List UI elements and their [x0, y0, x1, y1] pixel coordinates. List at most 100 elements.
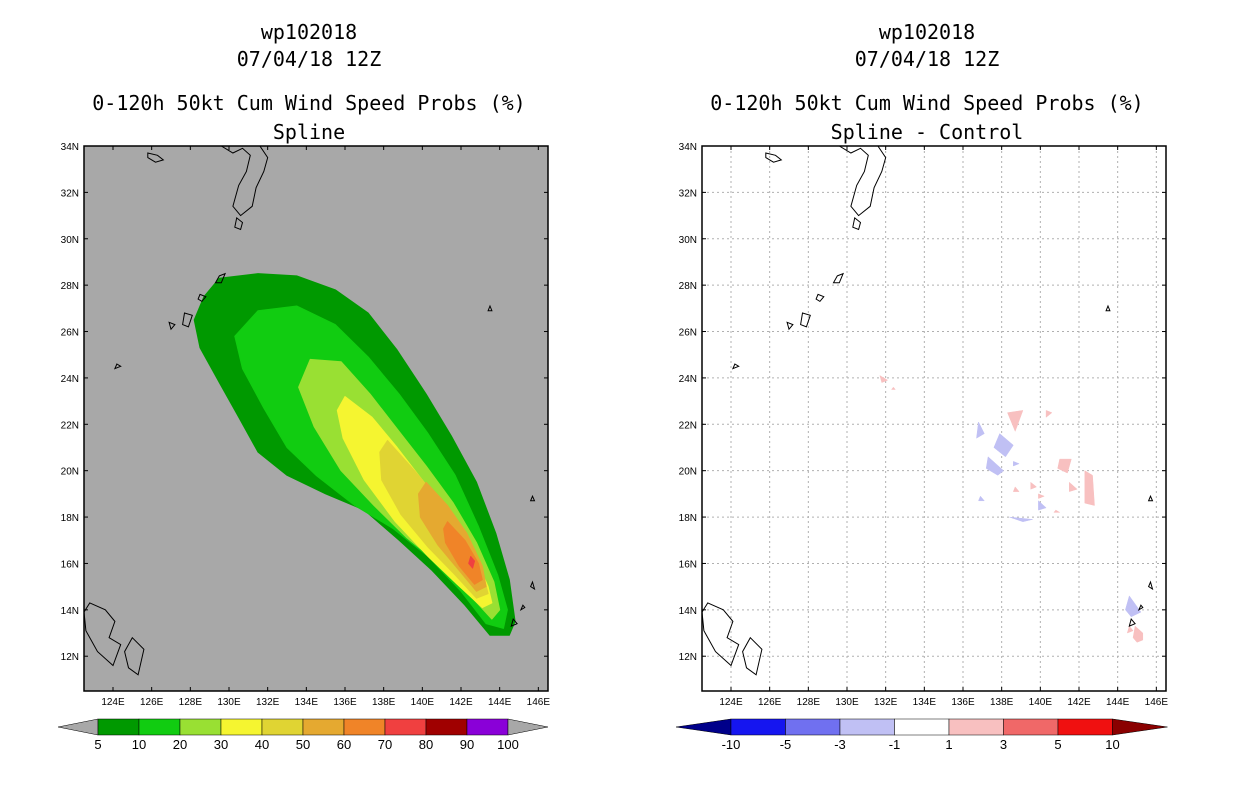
left-coastline — [220, 146, 269, 217]
left-colorbar-label: 90 — [460, 737, 474, 752]
right-colorbar-label: 3 — [1000, 737, 1007, 752]
left-plot-frame — [83, 145, 549, 692]
left-colorbar-arrow-high — [507, 718, 549, 736]
left-colorbar-label: 100 — [497, 737, 519, 752]
left-colorbar-label: 60 — [337, 737, 351, 752]
left-colorbar-swatch — [179, 718, 222, 736]
right-colorbar-label: 10 — [1105, 737, 1119, 752]
right-colorbar-arrow-high — [1112, 718, 1168, 736]
right-colorbar-label: -1 — [889, 737, 901, 752]
right-x-tick-label: 130E — [835, 697, 859, 708]
left-coastline — [487, 304, 493, 312]
right-coastline — [838, 146, 887, 217]
right-colorbar-swatch — [1003, 718, 1059, 736]
left-colorbar-label: 30 — [214, 737, 228, 752]
right-colorbar-swatch — [785, 718, 841, 736]
left-colorbar-swatch — [261, 718, 304, 736]
right-x-tick-label: 144E — [1106, 697, 1130, 708]
right-colorbar-swatch — [948, 718, 1004, 736]
left-x-tick-label: 124E — [101, 697, 125, 708]
left-colorbar-swatch — [302, 718, 345, 736]
right-colorbar-swatch — [730, 718, 786, 736]
right-colorbar-label: -5 — [780, 737, 792, 752]
right-y-tick-label: 30N — [679, 235, 697, 246]
right-x-tick-label: 138E — [990, 697, 1014, 708]
right-diff-patch-pos — [1045, 410, 1053, 418]
left-coastline — [519, 604, 526, 612]
right-x-tick-label: 132E — [874, 697, 898, 708]
left-y-tick-label: 26N — [61, 328, 79, 339]
left-x-tick-label: 142E — [449, 697, 473, 708]
right-y-tick-label: 26N — [679, 328, 697, 339]
right-y-tick-label: 16N — [679, 559, 697, 570]
right-diff-patch-neg — [978, 495, 985, 502]
left-colorbar-label: 50 — [296, 737, 310, 752]
left-contour-70 — [468, 556, 475, 569]
left-x-tick-label: 132E — [256, 697, 280, 708]
right-diff-patch-pos — [1084, 470, 1095, 506]
right-diff-patch-pos — [1069, 481, 1078, 492]
left-colorbar-label: 10 — [132, 737, 146, 752]
left-x-tick-label: 140E — [411, 697, 435, 708]
left-x-tick-label: 136E — [333, 697, 357, 708]
right-y-tick-label: 12N — [679, 652, 697, 663]
right-diff-patch-neg — [1038, 500, 1047, 511]
right-diff-patch-pos — [1057, 458, 1072, 474]
left-coastline — [168, 321, 176, 331]
right-x-tick-label: 142E — [1067, 697, 1091, 708]
left-colorbar-swatch — [425, 718, 468, 736]
left-colorbar-label: 70 — [378, 737, 392, 752]
right-diff-patch-neg — [985, 456, 1004, 476]
left-y-tick-label: 20N — [61, 467, 79, 478]
left-y-tick-label: 30N — [61, 235, 79, 246]
right-subtitle: Spline - Control — [830, 120, 1024, 144]
right-colorbar-swatch — [1057, 718, 1113, 736]
right-coastline — [800, 312, 811, 328]
right-colorbar-label: 1 — [945, 737, 952, 752]
right-coastline — [742, 636, 763, 676]
right-coastline — [1147, 494, 1154, 502]
left-colorbar-arrow-low — [57, 718, 99, 736]
right-colorbar-swatch — [894, 718, 950, 736]
left-y-tick-label: 32N — [61, 188, 79, 199]
left-x-tick-label: 126E — [140, 697, 164, 708]
right-coastline — [786, 321, 794, 331]
left-coastline — [124, 636, 145, 676]
left-colorbar-swatch — [138, 718, 181, 736]
left-coastline — [182, 312, 193, 328]
left-coastline — [529, 580, 536, 591]
right-coastline — [731, 363, 740, 370]
right-x-tick-label: 136E — [951, 697, 975, 708]
left-colorbar-label: 20 — [173, 737, 187, 752]
right-coastline — [852, 217, 862, 231]
left-coastline — [84, 602, 122, 667]
left-x-tick-label: 144E — [488, 697, 512, 708]
left-x-tick-label: 130E — [217, 697, 241, 708]
left-y-tick-label: 12N — [61, 652, 79, 663]
right-coastline — [765, 152, 783, 163]
right-coastline — [702, 602, 740, 667]
left-x-tick-label: 128E — [179, 697, 203, 708]
left-product-title: 0-120h 50kt Cum Wind Speed Probs (%) — [92, 91, 526, 115]
left-x-tick-label: 146E — [527, 697, 551, 708]
right-diff-patch-pos — [1012, 486, 1020, 492]
left-y-tick-label: 18N — [61, 513, 79, 524]
right-diff-patch-pos — [879, 375, 889, 383]
right-diff-patch-pos — [890, 386, 896, 390]
left-coastline — [529, 494, 536, 502]
left-coastline — [113, 363, 122, 370]
right-colorbar-label: 5 — [1054, 737, 1061, 752]
right-diff-patch-pos — [1007, 410, 1024, 432]
right-x-tick-label: 128E — [797, 697, 821, 708]
right-diff-patch-pos — [1030, 481, 1037, 490]
left-coastline — [147, 152, 165, 163]
right-colorbar-swatch — [839, 718, 895, 736]
right-plot-background — [702, 146, 1166, 691]
right-diff-patch-neg — [1009, 516, 1033, 522]
left-y-tick-label: 28N — [61, 281, 79, 292]
right-coastline — [815, 293, 825, 303]
left-y-tick-label: 14N — [61, 606, 79, 617]
left-coastline — [510, 618, 518, 627]
left-colorbar-label: 40 — [255, 737, 269, 752]
